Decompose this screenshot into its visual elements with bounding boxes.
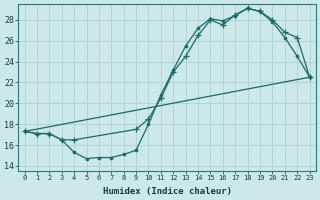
X-axis label: Humidex (Indice chaleur): Humidex (Indice chaleur) [103, 187, 232, 196]
